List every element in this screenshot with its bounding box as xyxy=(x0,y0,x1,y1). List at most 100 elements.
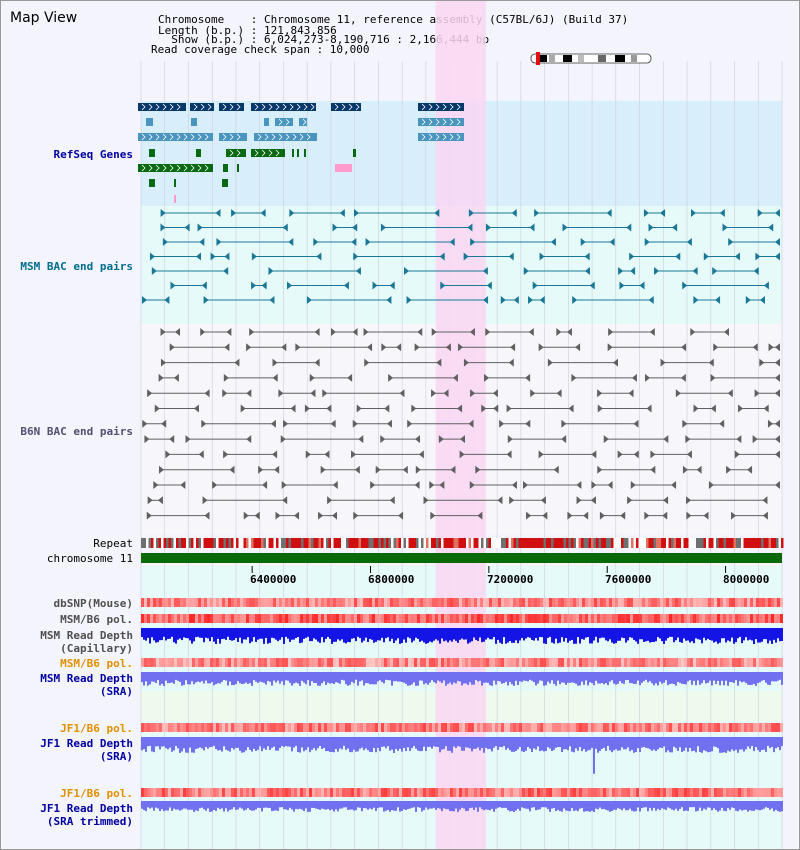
jf1-sra-depth-bar xyxy=(171,737,173,752)
gene-strand xyxy=(236,133,241,141)
jf1-sra-depth-bar xyxy=(279,737,281,749)
msm-b6-pol-cell xyxy=(753,614,756,623)
msm-sra-depth-bar xyxy=(387,672,389,681)
msm-cap-depth-bar xyxy=(543,628,545,644)
msm-b6-pol-cell xyxy=(552,658,555,667)
msm-bac-pair-end xyxy=(513,296,519,304)
track-label-jf1-depth-sra[interactable]: JF1 Read Depth xyxy=(40,737,133,750)
msm-sra-depth-bar xyxy=(397,672,399,682)
msm-b6-pol-cell xyxy=(396,658,399,667)
msm-cap-depth-bar xyxy=(381,628,383,638)
track-label-msm-b6-pol-2[interactable]: MSM/B6 pol. xyxy=(60,657,133,670)
msm-b6-pol-cell xyxy=(708,658,711,667)
jf1-b6-pol-cell xyxy=(282,788,285,797)
jf1-sra-depth-bar xyxy=(201,737,203,749)
gene-feature xyxy=(304,149,306,157)
msm-sra-depth-bar xyxy=(539,672,541,681)
jf1-b6-pol-cell xyxy=(483,723,486,732)
jf1-sra-depth-bar xyxy=(561,737,563,753)
jf1-sra-depth-bar xyxy=(481,737,483,749)
jf1-sra-depth-bar xyxy=(609,737,611,751)
jf1-b6-pol-cell xyxy=(321,788,324,797)
jf1-b6-pol-cell xyxy=(723,723,726,732)
msm-sra-depth-bar xyxy=(163,672,165,686)
msm-b6-pol-cell xyxy=(687,658,690,667)
msm-b6-pol-cell xyxy=(363,658,366,667)
msm-sra-depth-bar xyxy=(493,672,495,681)
jf1-sra-depth-bar xyxy=(365,737,367,749)
jf1-b6-pol-cell xyxy=(180,788,183,797)
repeat-cell xyxy=(433,538,436,548)
msm-cap-depth-bar xyxy=(563,628,565,642)
repeat-cell xyxy=(141,538,144,548)
track-label-msm-depth-cap[interactable]: MSM Read Depth xyxy=(40,629,133,642)
dbsnp-cell xyxy=(669,598,672,607)
jf1-sra-depth-bar xyxy=(399,737,401,749)
jf1-trim-depth-bar xyxy=(619,801,621,809)
jf1-sra-depth-bar xyxy=(387,737,389,747)
msm-b6-pol-cell xyxy=(747,614,750,623)
jf1-sra-depth-bar xyxy=(713,737,715,747)
track-label-msm-depth-sra[interactable]: MSM Read Depth xyxy=(40,672,133,685)
jf1-trim-depth-bar xyxy=(629,801,631,809)
repeat-cell xyxy=(743,538,746,548)
msm-b6-pol-cell xyxy=(576,658,579,667)
msm-cap-depth-bar xyxy=(327,628,329,637)
jf1-sra-depth-bar xyxy=(429,737,431,747)
dbsnp-cell xyxy=(453,598,456,607)
jf1-trim-depth-bar xyxy=(275,801,277,811)
track-label-jf1-b6-pol-1[interactable]: JF1/B6 pol. xyxy=(60,722,133,735)
msm-bac-pair-end xyxy=(386,296,392,304)
track-label-jf1-depth-trim[interactable]: JF1 Read Depth xyxy=(40,802,133,815)
dbsnp-cell xyxy=(180,598,183,607)
msm-b6-pol-cell xyxy=(612,658,615,667)
msm-b6-pol-cell xyxy=(741,614,744,623)
jf1-b6-pol-cell xyxy=(693,723,696,732)
msm-b6-pol-cell xyxy=(240,614,243,623)
repeat-cell xyxy=(633,538,636,548)
msm-b6-pol-cell xyxy=(330,614,333,623)
b6n-bac-pair-end xyxy=(620,511,626,520)
msm-sra-depth-bar xyxy=(745,672,747,683)
track-label-dbsnp[interactable]: dbSNP(Mouse) xyxy=(53,597,133,610)
jf1-trim-depth-bar xyxy=(409,801,411,809)
jf1-trim-depth-bar xyxy=(195,801,197,811)
track-label-refseq-genes[interactable]: RefSeq Genes xyxy=(53,148,133,161)
gene-strand xyxy=(176,133,181,141)
jf1-b6-pol-cell xyxy=(312,723,315,732)
jf1-b6-pol-cell xyxy=(678,788,681,797)
jf1-trim-depth-bar xyxy=(633,801,635,812)
msm-b6-pol-cell xyxy=(249,658,252,667)
track-label-b6n-bac[interactable]: B6N BAC end pairs xyxy=(20,425,133,438)
msm-bac-pair-end xyxy=(630,267,636,275)
b6n-bac-pair-end xyxy=(414,481,420,489)
track-label-msm-b6-pol-1[interactable]: MSM/B6 pol. xyxy=(60,613,133,626)
msm-sra-depth-bar xyxy=(335,672,337,683)
jf1-sra-depth-bar xyxy=(159,737,161,750)
repeat-cell xyxy=(151,538,154,548)
msm-sra-depth-bar xyxy=(411,672,413,685)
dbsnp-cell xyxy=(225,598,228,607)
msm-cap-depth-bar xyxy=(661,628,663,642)
b6n-bac-pair-end xyxy=(775,389,780,398)
msm-bac-pair-end xyxy=(353,209,359,217)
track-label-msm-bac[interactable]: MSM BAC end pairs xyxy=(20,260,133,273)
jf1-b6-pol-cell xyxy=(549,788,552,797)
msm-b6-pol-cell xyxy=(483,658,486,667)
jf1-b6-pol-cell xyxy=(414,788,417,797)
jf1-sra-depth-bar xyxy=(699,737,701,752)
track-label-jf1-b6-pol-2[interactable]: JF1/B6 pol. xyxy=(60,787,133,800)
dbsnp-cell xyxy=(753,598,756,607)
jf1-sra-depth-bar xyxy=(275,737,277,751)
jf1-b6-pol-cell xyxy=(234,723,237,732)
jf1-b6-pol-cell xyxy=(273,788,276,797)
gene-strand xyxy=(428,133,433,141)
msm-sra-depth-bar xyxy=(631,672,633,684)
jf1-trim-depth-bar xyxy=(593,801,595,812)
msm-sra-depth-bar xyxy=(437,672,439,681)
dbsnp-cell xyxy=(399,598,402,607)
msm-b6-pol-cell xyxy=(441,658,444,667)
b6n-bac-pair-end xyxy=(384,404,390,413)
b6n-bac-pair-end xyxy=(561,419,567,428)
